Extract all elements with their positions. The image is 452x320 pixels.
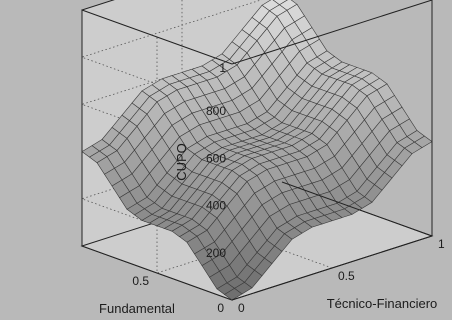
y-tick-label: 0 xyxy=(238,301,245,315)
z-axis-label: CUPO xyxy=(174,143,189,181)
box-edge xyxy=(81,9,233,65)
y-tick-label: 1 xyxy=(438,237,445,251)
tick-labels: 200 400 600 800 1 0 0.5 0 0.5 1 xyxy=(132,61,445,315)
z-tick-label: 200 xyxy=(206,246,226,260)
surface-mesh xyxy=(81,0,433,301)
box-edge xyxy=(231,0,433,65)
x-tick-label: 0.5 xyxy=(132,274,149,288)
box-edge xyxy=(281,181,433,237)
box-edge xyxy=(231,235,433,301)
x-tick-label: 0 xyxy=(217,301,224,315)
surface-patch xyxy=(223,288,243,301)
y-tick-label: 0.5 xyxy=(338,269,355,283)
z-tick-label: 800 xyxy=(206,104,226,118)
z-tick-label: 600 xyxy=(206,151,226,165)
y-axis-label: Técnico-Financiero xyxy=(327,296,438,311)
z-tick-label: 1 xyxy=(219,61,226,75)
axes-box-front xyxy=(81,0,433,301)
x-axis-label: Fundamental xyxy=(99,301,175,316)
z-tick-label: 400 xyxy=(206,199,226,213)
